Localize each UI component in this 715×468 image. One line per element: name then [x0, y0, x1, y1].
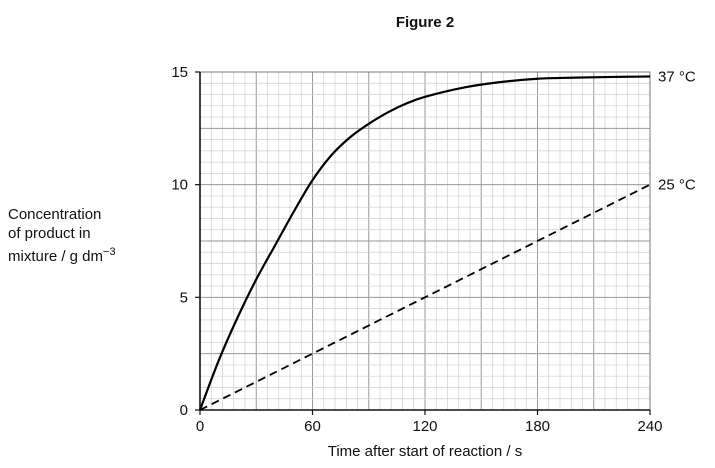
y-axis-label-text: mixture / g dm — [8, 248, 104, 265]
series-line-25c — [199, 183, 651, 411]
y-tick-label: 10 — [171, 177, 188, 194]
x-axis-label: Time after start of reaction / s — [327, 443, 523, 460]
y-axis-label-line-1: Concentration — [8, 206, 102, 223]
series-line-37c — [198, 75, 651, 411]
y-tick-label: 0 — [180, 402, 188, 419]
x-tick-label: 60 — [304, 418, 321, 435]
y-axis-label-superscript: −3 — [103, 246, 116, 258]
x-tick-label: 180 — [525, 418, 550, 435]
x-tick-label: 120 — [412, 418, 437, 435]
y-tick-label: 5 — [180, 289, 188, 306]
figure-title: Figure 2 — [395, 14, 455, 31]
y-tick-label: 15 — [171, 64, 188, 81]
y-axis-label-line-3: mixture / g dm−3 — [8, 243, 168, 266]
x-tick-label: 240 — [637, 418, 662, 435]
y-axis-label-line-2: of product in — [8, 225, 91, 242]
series-label: 37 °C — [658, 69, 696, 86]
series-label: 25 °C — [658, 177, 696, 194]
x-tick-label: 0 — [196, 418, 204, 435]
y-axis-label: Concentration of product in mixture / g … — [8, 205, 168, 266]
